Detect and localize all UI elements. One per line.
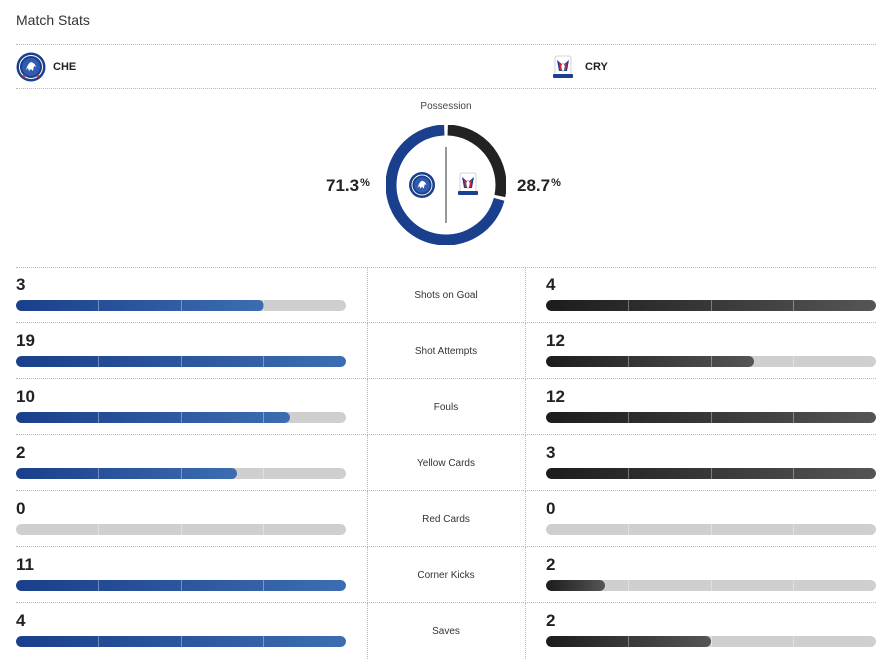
stat-label: Fouls — [433, 402, 459, 413]
row-divider — [16, 490, 876, 491]
home-stat-bar-fill — [16, 468, 238, 479]
away-stat-value: 3 — [546, 443, 556, 462]
home-stat-bar-fill — [16, 412, 290, 423]
home-stat-value: 0 — [16, 499, 26, 518]
stat-label: Red Cards — [422, 514, 470, 525]
column-divider — [525, 267, 526, 323]
home-stat-bar — [16, 300, 346, 311]
stat-label: Shots on Goal — [414, 290, 478, 301]
column-divider — [525, 491, 526, 547]
home-stat-bar — [16, 356, 346, 367]
home-stat-value: 3 — [16, 275, 26, 294]
row-divider — [16, 434, 876, 435]
away-possession-arc — [447, 125, 506, 198]
home-stat-value: 11 — [16, 555, 34, 574]
away-stat-value: 2 — [546, 555, 556, 574]
page-title: Match Stats — [16, 12, 90, 28]
home-possession-value: 71.3% — [326, 176, 370, 195]
header-divider — [16, 44, 876, 45]
away-stat-bar-fill — [546, 356, 754, 367]
teams-divider — [16, 88, 876, 89]
home-stat-value: 4 — [16, 611, 26, 630]
away-team-abbr: CRY — [585, 61, 608, 73]
home-stat-value: 10 — [16, 387, 35, 406]
possession-divider — [16, 267, 876, 268]
away-team: CRY — [548, 52, 608, 82]
away-stat-bar-fill — [546, 300, 876, 311]
away-stat-bar — [546, 636, 876, 647]
row-divider — [16, 546, 876, 547]
column-divider — [367, 267, 368, 323]
home-stat-bar — [16, 580, 346, 591]
column-divider — [525, 379, 526, 435]
row-divider — [16, 378, 876, 379]
away-stat-bar — [546, 300, 876, 311]
away-stat-bar-fill — [546, 412, 876, 423]
home-stat-bar — [16, 412, 346, 423]
home-possession-arc — [386, 125, 505, 245]
crystal-palace-crest-icon — [553, 55, 573, 78]
away-stat-value: 4 — [546, 275, 556, 294]
column-divider — [367, 323, 368, 379]
away-stat-value: 2 — [546, 611, 556, 630]
column-divider — [525, 547, 526, 603]
away-stat-bar-fill — [546, 580, 606, 591]
home-stat-bar-fill — [16, 580, 346, 591]
home-stat-value: 19 — [16, 331, 35, 350]
home-team: CHE — [16, 52, 76, 82]
away-stat-bar — [546, 412, 876, 423]
possession-label: Possession — [420, 101, 472, 112]
home-stat-bar — [16, 524, 346, 535]
column-divider — [525, 603, 526, 659]
stat-row: 0 Red Cards 0 — [16, 491, 876, 547]
home-stat-bar-fill — [16, 636, 346, 647]
stat-label: Shot Attempts — [414, 346, 478, 357]
possession-donut-chart — [386, 125, 506, 245]
home-stat-bar-fill — [16, 356, 346, 367]
away-stat-bar-fill — [546, 636, 711, 647]
stat-row: 3 Shots on Goal 4 — [16, 267, 876, 323]
away-possession-value: 28.7% — [517, 176, 561, 195]
away-stat-bar — [546, 356, 876, 367]
column-divider — [367, 435, 368, 491]
stat-row: 19 Shot Attempts 12 — [16, 323, 876, 379]
column-divider — [367, 379, 368, 435]
home-stat-bar — [16, 468, 346, 479]
away-stat-value: 12 — [546, 331, 565, 350]
home-team-abbr: CHE — [53, 61, 77, 73]
away-stat-value: 12 — [546, 387, 565, 406]
home-stat-bar — [16, 636, 346, 647]
stat-label: Corner Kicks — [417, 570, 475, 581]
chelsea-crest-icon — [409, 172, 435, 198]
stat-row: 4 Saves 2 — [16, 603, 876, 659]
away-stat-bar — [546, 580, 876, 591]
row-divider — [16, 602, 876, 603]
crystal-palace-crest-icon — [458, 172, 478, 195]
home-stat-bar-fill — [16, 300, 264, 311]
row-divider — [16, 322, 876, 323]
away-stat-bar — [546, 524, 876, 535]
column-divider — [367, 603, 368, 659]
away-stat-bar — [546, 468, 876, 479]
stat-label: Yellow Cards — [417, 458, 475, 469]
column-divider — [525, 323, 526, 379]
away-stat-value: 0 — [546, 499, 556, 518]
away-stat-bar-fill — [546, 468, 876, 479]
stat-label: Saves — [432, 626, 460, 637]
column-divider — [525, 435, 526, 491]
home-stat-value: 2 — [16, 443, 26, 462]
stat-row: 11 Corner Kicks 2 — [16, 547, 876, 603]
chelsea-crest-icon — [16, 52, 46, 82]
stat-row: 2 Yellow Cards 3 — [16, 435, 876, 491]
column-divider — [367, 491, 368, 547]
stat-row: 10 Fouls 12 — [16, 379, 876, 435]
column-divider — [367, 547, 368, 603]
